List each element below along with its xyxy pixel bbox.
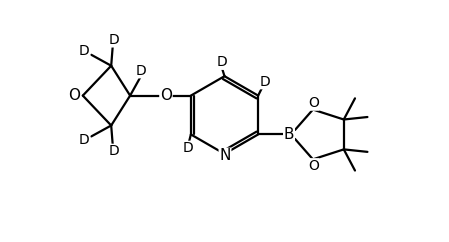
Text: O: O xyxy=(308,96,319,110)
Text: D: D xyxy=(79,44,90,58)
Text: O: O xyxy=(68,88,80,103)
Text: N: N xyxy=(219,148,231,163)
Text: B: B xyxy=(284,127,294,142)
Text: D: D xyxy=(79,133,90,147)
Text: D: D xyxy=(136,64,146,78)
Text: D: D xyxy=(108,144,119,158)
Text: O: O xyxy=(308,159,319,173)
Text: D: D xyxy=(183,141,194,155)
Text: D: D xyxy=(216,55,227,69)
Text: D: D xyxy=(259,75,270,89)
Text: D: D xyxy=(108,33,119,47)
Text: O: O xyxy=(160,88,172,103)
